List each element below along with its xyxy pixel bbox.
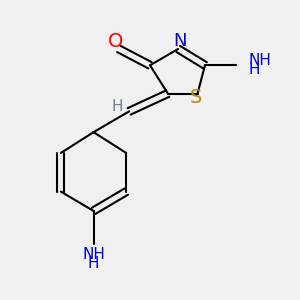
Text: H: H bbox=[112, 98, 123, 113]
Text: H: H bbox=[248, 62, 260, 77]
Text: O: O bbox=[108, 32, 124, 51]
Text: S: S bbox=[190, 88, 202, 106]
Text: N: N bbox=[173, 32, 187, 50]
Text: NH: NH bbox=[248, 53, 271, 68]
Text: NH: NH bbox=[82, 247, 105, 262]
Text: H: H bbox=[88, 256, 99, 271]
